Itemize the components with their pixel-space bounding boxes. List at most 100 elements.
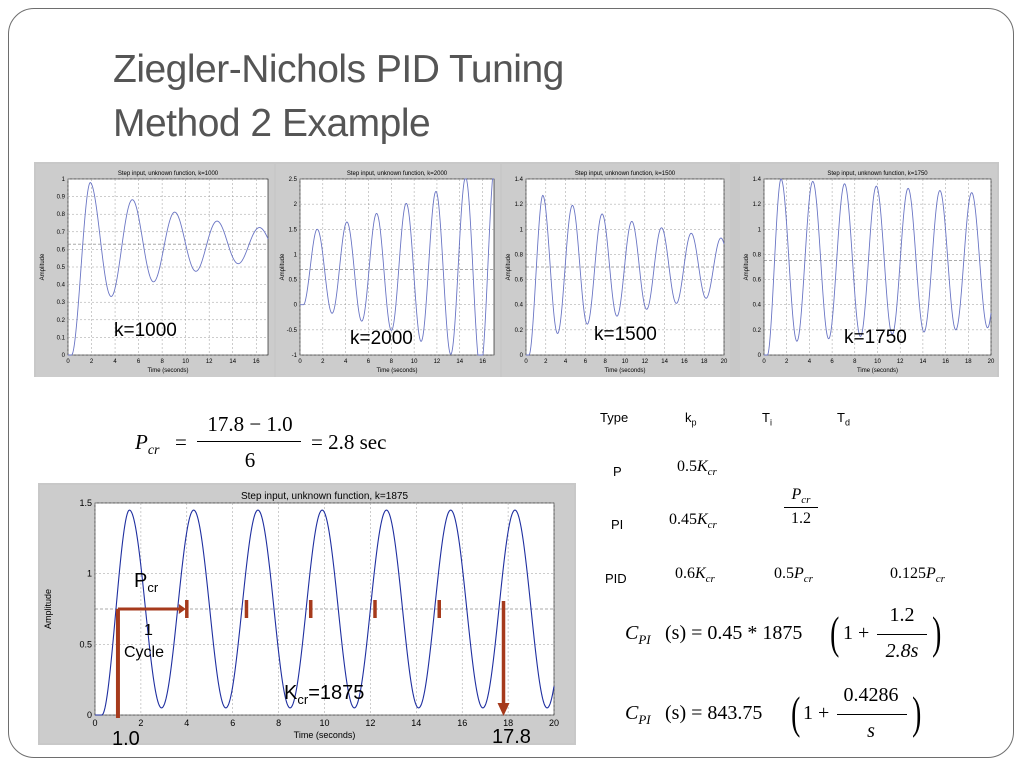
x-tick-label: 16 [479, 359, 486, 365]
y-tick-label: 0.9 [57, 195, 66, 201]
kcr-label: Kcr=1875 [284, 682, 365, 707]
y-tick-label: 0 [520, 353, 524, 359]
k-annotation: k=1500 [594, 324, 657, 345]
y-tick-label: 0.6 [515, 278, 524, 284]
x-tick-label: 0 [92, 718, 97, 728]
x-tick-label: 20 [549, 718, 559, 728]
x-tick-label: 6 [830, 359, 834, 365]
y-tick-label: 2.5 [289, 177, 298, 183]
y-tick-label: 1.2 [515, 202, 524, 208]
y-tick-label: 0.1 [57, 335, 66, 341]
x-tick-label: 4 [808, 359, 812, 365]
x-tick-label: 14 [411, 718, 421, 728]
series-line [526, 194, 725, 356]
x-tick-label: 4 [184, 718, 189, 728]
y-tick-label: 1.2 [753, 202, 762, 208]
y-tick-label: 0.8 [515, 252, 524, 258]
cycle-label: 1 Cycle [124, 622, 165, 661]
x-tick-label: 6 [137, 359, 141, 365]
eq1-fraction-bar [877, 634, 927, 635]
x-tick-label: 2 [544, 359, 548, 365]
x-tick-label: 18 [701, 359, 708, 365]
y-axis-label: Amplitude [43, 589, 53, 629]
y-tick-label: 1 [294, 252, 298, 258]
x-tick-label: 4 [564, 359, 568, 365]
x-axis-label: Time (seconds) [147, 368, 188, 374]
y-tick-label: 0.2 [515, 328, 524, 334]
y-axis-label: Amplitude [40, 253, 46, 280]
x-tick-label: 2 [321, 359, 325, 365]
header-ti: Ti [762, 410, 772, 428]
eq2-fraction-bar [837, 714, 907, 715]
y-tick-label: 0.4 [753, 303, 762, 309]
header-kp: kp [685, 410, 697, 428]
slide-title-line-2: Method 2 Example [113, 102, 431, 145]
x-tick-label: 2 [90, 359, 94, 365]
paren-left: ( [791, 687, 801, 738]
y-tick-label: 0.2 [753, 328, 762, 334]
paren-right: ) [912, 687, 922, 738]
x-tick-label: 10 [622, 359, 629, 365]
x-tick-label: 12 [641, 359, 648, 365]
chart-title: Step input, unknown function, k=2000 [347, 171, 448, 177]
pcr-label: Pcr [134, 570, 159, 595]
k-annotation: k=2000 [350, 328, 413, 349]
y-tick-label: 0 [87, 710, 92, 720]
series-line [764, 178, 992, 356]
y-axis-label: Amplitude [506, 253, 512, 280]
x-tick-label: 4 [113, 359, 117, 365]
row-p-type: P [613, 464, 622, 479]
y-axis-label: Amplitude [744, 253, 750, 280]
x-axis-label: Time (seconds) [604, 368, 645, 374]
y-tick-label: 0 [294, 303, 298, 309]
fraction-bar [197, 441, 301, 442]
x-tick-label: 6 [367, 359, 371, 365]
x-tick-label: 0 [524, 359, 528, 365]
plot-k2000: 0 2 4 6 8 10 12 14 16 -1 -0.5 0 0.5 1 1.5 2 2.5 Step inpu… [276, 164, 500, 377]
pcr-equation: Pcr = 17.8 − 1.0 6 = 2.8 sec [135, 412, 387, 472]
slide-title-line-1: Ziegler-Nichols PID Tuning [113, 48, 564, 91]
row-pid-type: PID [605, 571, 627, 586]
x-tick-label: 18 [965, 359, 972, 365]
x-tick-label: 14 [920, 359, 927, 365]
plot-k1000: 0 2 4 6 8 10 12 14 16 0 0.1 0.2 0.3 0.4 0.5 0.6 0.7 0.8 0.… [36, 164, 274, 377]
x-tick-label: 16 [253, 359, 260, 365]
x-axis-label: Time (seconds) [376, 368, 417, 374]
row-pid-kp: 0.6Kcr [675, 565, 715, 586]
x-tick-label: 12 [897, 359, 904, 365]
x-tick-label: 8 [390, 359, 394, 365]
controller-equation-2: CPI (s) = 843.75 ( 1 + 0.4286 s ) [625, 684, 922, 742]
row-pi-ti: Pcr 1.2 [784, 486, 818, 528]
x-tick-label: 10 [319, 718, 329, 728]
x-tick-label: 0 [298, 359, 302, 365]
y-tick-label: 0 [758, 353, 762, 359]
plot-k1500: 0 2 4 6 8 10 12 14 16 18 20 0 0.2 0.4 0.6 0.8 1 1.2 1.4 Ste… [502, 164, 730, 377]
y-tick-label: -1 [292, 353, 298, 359]
x-tick-label: 4 [344, 359, 348, 365]
y-tick-label: 0.5 [79, 639, 92, 649]
x-tick-label: 14 [661, 359, 668, 365]
k-annotation: k=1750 [844, 327, 907, 348]
y-tick-label: 1 [520, 227, 524, 233]
y-tick-label: 1.5 [79, 498, 92, 508]
ti-fraction-bar [784, 507, 818, 509]
x-tick-label: 6 [584, 359, 588, 365]
y-tick-label: 0.8 [57, 212, 66, 218]
y-tick-label: -0.5 [287, 328, 298, 334]
y-tick-label: 0.2 [57, 318, 66, 324]
y-tick-label: 0.8 [753, 252, 762, 258]
x-tick-label: 18 [503, 718, 513, 728]
x-tick-label: 8 [160, 359, 164, 365]
chart-title: Step input, unknown function, k=1500 [575, 171, 676, 177]
x-tick-label: 14 [456, 359, 463, 365]
x-tick-label: 10 [874, 359, 881, 365]
series-line [68, 181, 269, 356]
y-tick-label: 1 [62, 177, 66, 183]
x-tick-label: 16 [942, 359, 949, 365]
y-axis-label: Amplitude [280, 253, 286, 280]
chart-title: Step input, unknown function, k=1000 [118, 171, 219, 177]
k-annotation: k=1000 [114, 320, 177, 341]
x-tick-label: 12 [365, 718, 375, 728]
x-tick-label: 12 [434, 359, 441, 365]
series-line [300, 178, 494, 356]
